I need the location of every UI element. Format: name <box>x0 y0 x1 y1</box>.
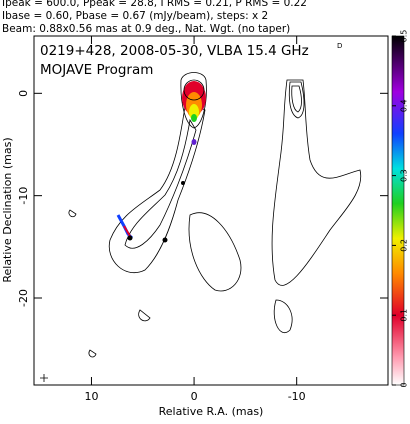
colorbar <box>391 35 405 386</box>
colorbar-tick-label: 0.2 <box>400 239 409 252</box>
x-tick-label: 0 <box>191 390 198 403</box>
title-mark: D <box>337 42 342 50</box>
colorbar-tick-label: 0.5 <box>400 30 409 43</box>
core <box>116 79 206 243</box>
colorbar-tick-label: 0.1 <box>400 309 409 322</box>
x-axis-label: Relative R.A. (mas) <box>159 405 264 418</box>
header-line: Beam: 0.88x0.56 mas at 0.9 deg., Nat. Wg… <box>2 23 290 35</box>
x-tick-label: -10 <box>288 390 306 403</box>
chart-title: 0219+428, 2008-05-30, VLBA 15.4 GHz <box>40 43 309 59</box>
y-axis-label: Relative Declination (mas) <box>1 137 14 282</box>
colorbar-tick-label: 0.4 <box>400 99 409 112</box>
colorbar-tick-label: 0 <box>400 382 409 387</box>
y-tick-label: -10 <box>17 187 30 205</box>
header-line: Ipeak = 600.0, Ppeak = 28.8, I RMS = 0.2… <box>2 0 307 9</box>
colorbar-tick-label: 0.3 <box>400 169 409 182</box>
subtitle: MOJAVE Program <box>40 62 153 78</box>
header-line: Ibase = 0.60, Pbase = 0.67 (mJy/beam), s… <box>2 10 268 22</box>
x-tick-label: 10 <box>84 390 98 403</box>
plot-frame <box>33 35 389 386</box>
y-tick-label: 0 <box>17 90 30 97</box>
contours <box>68 72 362 358</box>
beam-marker <box>40 374 48 382</box>
y-tick-label: -20 <box>17 289 30 307</box>
